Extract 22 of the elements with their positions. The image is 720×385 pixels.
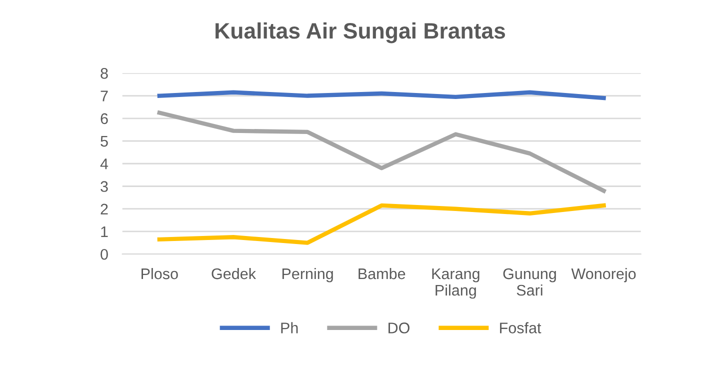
line-series xyxy=(157,203,606,245)
legend-label: DO xyxy=(388,322,410,334)
y-tick-label: 5 xyxy=(100,136,108,147)
x-tick-label: Gedek xyxy=(212,268,256,280)
x-tick-label: Ploso xyxy=(142,268,178,280)
x-tick-label: Wonorejo xyxy=(571,268,636,282)
y-tick-label: 1 xyxy=(101,226,108,238)
y-tick-label: 2 xyxy=(100,204,108,214)
x-tick-label: Karang Pilang xyxy=(432,268,480,299)
y-tick-label: 6 xyxy=(100,113,108,124)
legend-label: Ph xyxy=(281,322,298,334)
y-tick-label: 0 xyxy=(100,248,108,260)
chart-title: Kualitas Air Sungai Brantas xyxy=(216,22,506,44)
x-tick-label: Bambe xyxy=(358,268,406,280)
x-tick-label: Gunung Sari xyxy=(503,268,556,296)
y-tick-label: 8 xyxy=(100,68,108,79)
line-series xyxy=(157,110,606,193)
x-tick-label: Perning xyxy=(282,268,333,282)
y-tick-label: 4 xyxy=(100,158,108,170)
y-tick-label: 3 xyxy=(100,181,108,192)
legend-label: Fosfat xyxy=(500,322,542,334)
y-tick-label: 7 xyxy=(100,90,108,102)
